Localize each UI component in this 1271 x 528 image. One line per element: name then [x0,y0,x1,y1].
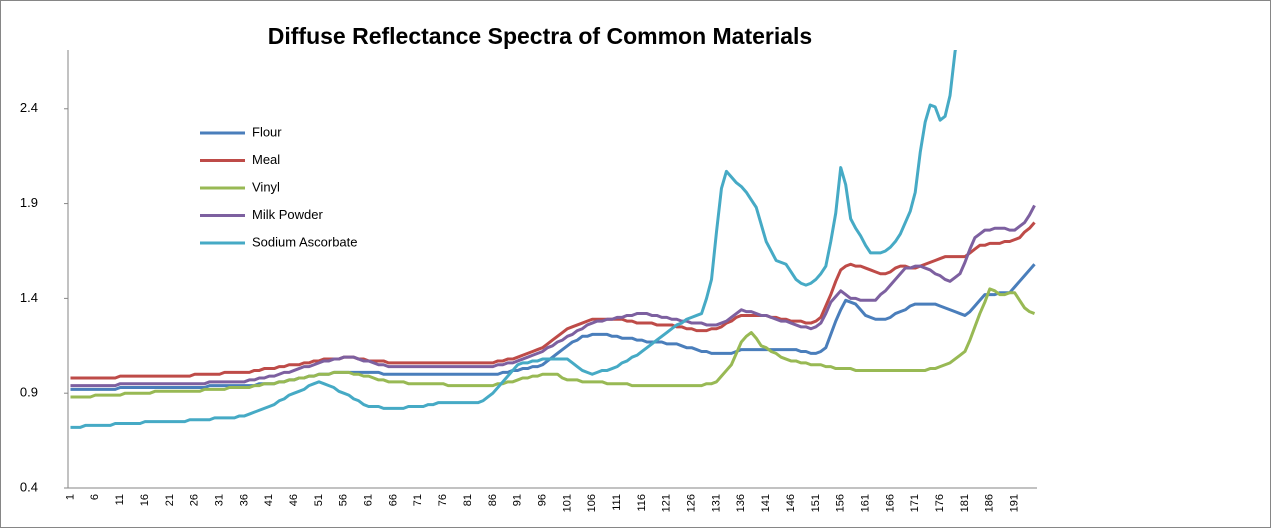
x-tick-label: 191 [1009,494,1021,512]
x-tick-label: 186 [984,494,996,512]
x-tick-label: 41 [263,494,275,506]
legend-label: Vinyl [252,179,280,194]
legend-label: Flour [252,124,282,139]
legend-label: Sodium Ascorbate [252,234,358,249]
x-tick-label: 151 [810,494,822,512]
series-line [70,287,1036,399]
series-line [70,263,1036,391]
x-tick-label: 106 [586,494,598,512]
x-tick-label: 71 [412,494,424,506]
x-tick-label: 111 [611,494,623,511]
x-tick-label: 61 [363,494,375,506]
series-line [70,221,1036,380]
x-tick-label: 31 [213,494,225,506]
x-tick-label: 81 [462,494,474,506]
x-tick-label: 131 [710,494,722,512]
x-tick-label: 26 [189,494,201,506]
x-tick-label: 141 [760,494,772,512]
x-tick-label: 6 [89,494,101,500]
x-tick-label: 116 [636,494,648,512]
x-tick-label: 156 [835,494,847,512]
y-tick-label: 2.4 [20,100,38,115]
series-line [70,204,1036,388]
x-tick-label: 91 [512,494,524,506]
y-tick-label: 1.4 [20,290,38,305]
x-tick-label: 76 [437,494,449,506]
y-tick-label: 1.9 [20,195,38,210]
x-tick-label: 146 [785,494,797,512]
x-tick-label: 171 [909,494,921,512]
plot-area [70,50,1036,429]
x-tick-label: 56 [338,494,350,506]
x-tick-label: 161 [859,494,871,512]
x-tick-label: 176 [934,494,946,512]
x-tick-label: 181 [959,494,971,512]
x-tick-label: 136 [735,494,747,512]
legend-label: Milk Powder [252,207,323,222]
x-tick-label: 16 [139,494,151,506]
x-tick-label: 36 [238,494,250,506]
x-tick-label: 21 [164,494,176,506]
x-tick-label: 46 [288,494,300,506]
y-tick-label: 0.9 [20,385,38,400]
x-tick-label: 1 [64,494,76,500]
x-tick-label: 51 [313,494,325,506]
x-tick-label: 121 [661,494,673,512]
x-tick-label: 96 [536,494,548,506]
chart-title: Diffuse Reflectance Spectra of Common Ma… [268,23,812,49]
legend-label: Meal [252,152,280,167]
x-tick-label: 11 [114,494,126,505]
x-tick-label: 166 [884,494,896,512]
x-tick-label: 66 [387,494,399,506]
x-tick-label: 101 [561,494,573,512]
y-tick-label: 0.4 [20,479,38,494]
x-tick-label: 86 [487,494,499,506]
x-tick-label: 126 [686,494,698,512]
series-line [70,50,957,429]
